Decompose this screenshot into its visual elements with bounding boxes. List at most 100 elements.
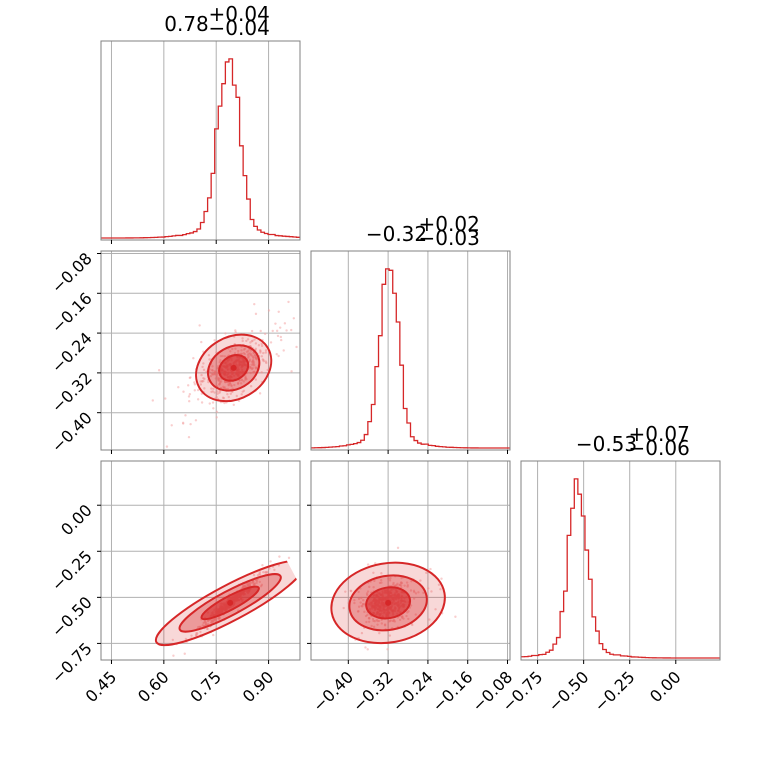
sample-point	[277, 354, 280, 358]
sample-point	[226, 393, 229, 396]
sample-point	[264, 360, 268, 363]
sample-point	[300, 357, 302, 359]
sample-point	[411, 623, 414, 627]
sample-point	[366, 613, 369, 617]
sample-point	[229, 392, 233, 395]
sample-point	[258, 392, 262, 395]
sample-point	[228, 381, 231, 384]
sample-point	[223, 401, 226, 405]
sample-point	[366, 593, 369, 597]
sample-point	[188, 393, 192, 396]
sample-point	[360, 631, 364, 635]
sample-point	[193, 383, 197, 386]
sample-point	[242, 389, 246, 393]
sample-point	[366, 648, 369, 651]
x-tick-label: −0.25	[590, 667, 638, 715]
sample-point	[223, 355, 227, 358]
panel-border	[310, 250, 511, 451]
sample-point	[275, 352, 278, 356]
sample-point	[372, 619, 375, 623]
sample-point	[248, 358, 252, 361]
sample-point	[248, 366, 252, 369]
sample-point	[218, 616, 221, 619]
sample-point	[368, 585, 371, 589]
sample-point	[257, 344, 261, 347]
sample-point	[427, 587, 430, 590]
sample-point	[379, 578, 383, 582]
sample-point	[287, 556, 291, 560]
sample-point	[454, 615, 457, 618]
sample-point	[367, 620, 371, 623]
sample-point	[254, 342, 258, 345]
sample-point	[389, 576, 392, 580]
y-tick-label: 0.00	[57, 501, 96, 540]
sample-point	[208, 402, 211, 405]
sample-point	[207, 354, 211, 357]
sample-point	[215, 410, 219, 414]
x-tick-label: 0.60	[134, 667, 173, 706]
sample-point	[264, 349, 268, 352]
sample-point	[425, 571, 428, 575]
sample-point	[198, 324, 201, 327]
sample-point	[258, 349, 262, 352]
sample-point	[249, 341, 252, 344]
sample-point	[290, 370, 293, 373]
sample-point	[213, 373, 217, 376]
sample-point	[216, 372, 219, 375]
gridlines	[110, 41, 270, 240]
sample-point	[428, 618, 431, 621]
sample-point	[196, 388, 200, 392]
sample-point	[387, 620, 391, 623]
sample-point	[230, 384, 233, 387]
sample-point	[398, 618, 402, 622]
sample-point	[215, 416, 218, 419]
sample-point	[275, 329, 279, 333]
sample-point	[241, 339, 244, 343]
sample-point	[237, 381, 240, 385]
sample-point	[262, 351, 265, 355]
sample-point	[201, 365, 204, 369]
histogram-panel-0: 0.78 +0.04−0.04	[100, 2, 301, 244]
sample-point	[396, 546, 400, 550]
title-lower-error: −0.03	[419, 226, 480, 250]
sample-point	[372, 586, 375, 589]
sample-point	[223, 386, 226, 389]
sample-point	[388, 579, 392, 582]
sample-point	[362, 598, 365, 602]
panel-border	[310, 460, 511, 661]
sample-point	[373, 579, 376, 583]
sample-point	[278, 555, 281, 558]
sample-point	[187, 395, 191, 398]
sample-point	[371, 617, 375, 621]
sample-point	[271, 329, 274, 333]
sample-point	[394, 584, 397, 587]
sample-point	[234, 331, 237, 334]
sample-point	[349, 589, 353, 593]
sample-point	[277, 310, 280, 314]
panel-border	[100, 460, 301, 661]
sample-point	[193, 389, 196, 392]
sample-point	[199, 383, 203, 386]
sample-point	[410, 580, 413, 583]
sample-point	[241, 337, 244, 340]
sample-point	[303, 330, 305, 332]
sample-point	[409, 604, 413, 607]
sample-point	[280, 626, 282, 628]
sample-point	[195, 633, 198, 636]
sample-point	[187, 435, 191, 439]
sample-point	[258, 573, 262, 576]
sample-point	[246, 583, 250, 586]
sample-point	[344, 590, 347, 593]
sample-point	[212, 407, 215, 410]
sample-point	[216, 392, 219, 395]
sample-point	[353, 598, 356, 602]
sample-point	[242, 380, 246, 383]
sample-point	[218, 391, 221, 394]
sample-point	[258, 571, 262, 574]
sample-point	[412, 589, 416, 593]
sample-point	[251, 360, 254, 363]
sample-point	[249, 371, 252, 375]
sample-point	[360, 596, 363, 600]
sample-point	[208, 358, 211, 361]
sample-point	[254, 355, 258, 358]
